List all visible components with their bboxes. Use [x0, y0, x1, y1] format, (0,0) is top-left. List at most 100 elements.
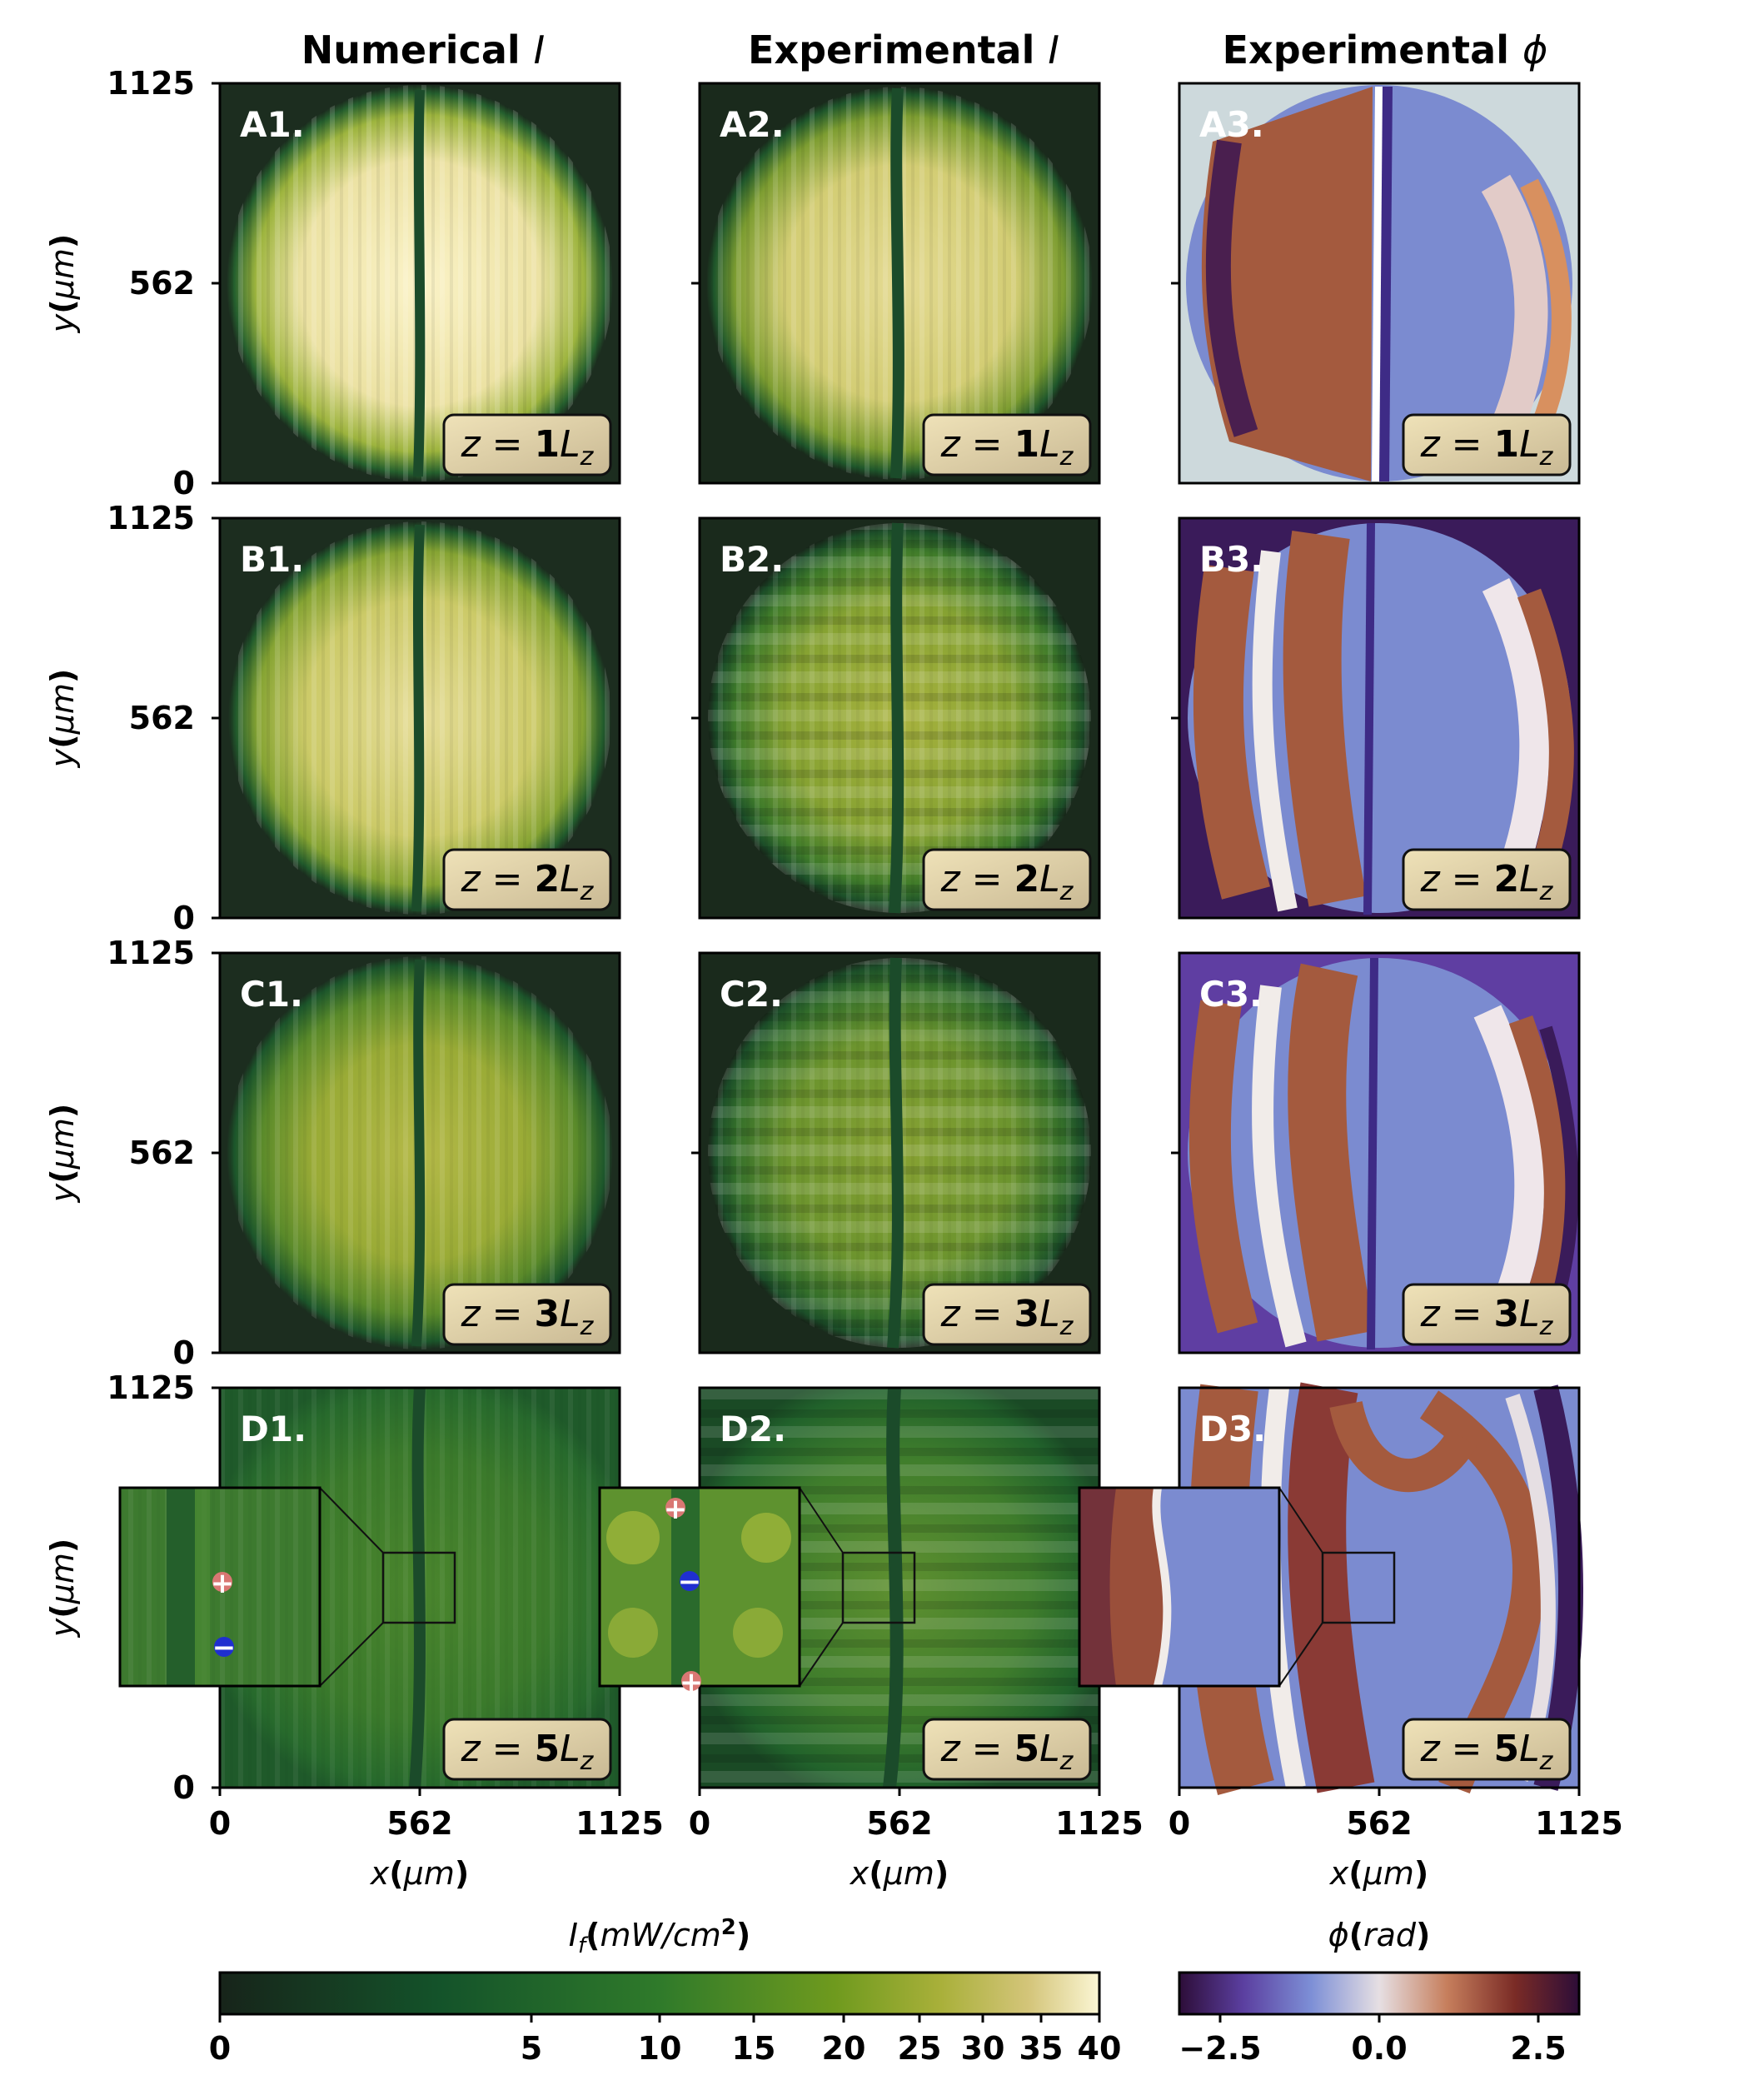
svg-text:z = 1Lz: z = 1Lz	[1420, 423, 1554, 471]
vortex-plus-marker: +	[664, 1493, 688, 1526]
z-label-d3: z = 5Lz	[1402, 1718, 1572, 1781]
svg-text:0: 0	[173, 1769, 195, 1806]
intensity-colorbar-gradient	[218, 1971, 1101, 2016]
svg-text:1125: 1125	[107, 500, 195, 536]
panel-label-b3: B3.	[1199, 539, 1263, 580]
column-title-experimental-phase: Experimental ϕ	[1223, 27, 1548, 72]
y-axes	[212, 82, 1179, 1789]
row-d	[218, 1382, 1583, 1796]
x-tick-labels: 0 562 1125 0 562 1125 0 562 1125	[209, 1805, 1623, 1842]
zoom-region-d2	[841, 1551, 916, 1624]
svg-text:20: 20	[822, 2030, 866, 2067]
z-label-c2: z = 3Lz	[922, 1283, 1092, 1346]
z-labels: z = 1Lz z = 1Lz z = 1Lz z = 2Lz z = 2Lz …	[442, 413, 1572, 1781]
panel-label-c2: C2.	[720, 974, 783, 1015]
x-axis-label: x(μm)	[370, 1855, 469, 1892]
svg-text:z = 2Lz: z = 2Lz	[1420, 858, 1554, 906]
x-axis-label: x(μm)	[850, 1855, 949, 1892]
column-titles: Numerical I Experimental I Experimental …	[301, 27, 1548, 72]
panel-label-c3: C3.	[1199, 974, 1263, 1015]
svg-text:z = 1Lz: z = 1Lz	[940, 423, 1074, 471]
svg-text:1125: 1125	[107, 1369, 195, 1406]
svg-text:+: +	[680, 1666, 704, 1699]
svg-text:0: 0	[1168, 1805, 1190, 1842]
z-label-b1: z = 2Lz	[442, 848, 612, 911]
z-label-b3: z = 2Lz	[1402, 848, 1572, 911]
svg-text:30: 30	[961, 2030, 1005, 2067]
y-axis-label: y(μm)	[44, 1104, 81, 1203]
y-axis-label: y(μm)	[44, 1539, 81, 1638]
svg-text:z = 5Lz: z = 5Lz	[940, 1728, 1074, 1776]
vortex-plus-marker: +	[680, 1666, 704, 1699]
panel-b1	[218, 516, 621, 920]
row-a	[218, 82, 1581, 485]
svg-text:1125: 1125	[1055, 1805, 1144, 1842]
svg-text:0: 0	[209, 2030, 231, 2067]
panel-label-b1: B1.	[240, 539, 304, 580]
x-axis-label: x(μm)	[1329, 1855, 1428, 1892]
panel-labels: A1. A2. A3. B1. B2. B3. C1. C2. C3. D1. …	[240, 104, 1266, 1449]
panel-b2	[698, 516, 1101, 920]
svg-text:−: −	[212, 1631, 237, 1664]
panel-label-d2: D2.	[720, 1409, 786, 1449]
y-axis-label: y(μm)	[44, 234, 81, 333]
svg-text:0: 0	[209, 1805, 231, 1842]
phase-colorbar: ϕ(rad) −2.5 0.0 2.5	[1178, 1917, 1581, 2067]
svg-text:2.5: 2.5	[1510, 2030, 1566, 2067]
vortex-plus-marker: +	[211, 1567, 235, 1600]
inset-d2: + − +	[598, 1486, 844, 1699]
svg-text:562: 562	[129, 700, 195, 736]
y-axis-label: y(μm)	[44, 669, 81, 768]
svg-text:z = 3Lz: z = 3Lz	[461, 1293, 595, 1341]
phase-colorbar-gradient	[1178, 1971, 1581, 2016]
svg-text:z = 1Lz: z = 1Lz	[461, 423, 595, 471]
svg-text:1125: 1125	[1535, 1805, 1623, 1842]
z-label-a1: z = 1Lz	[442, 413, 612, 476]
svg-text:562: 562	[386, 1805, 452, 1842]
z-label-a2: z = 1Lz	[922, 413, 1092, 476]
vortex-minus-marker: −	[212, 1631, 237, 1664]
svg-text:z = 3Lz: z = 3Lz	[940, 1293, 1074, 1341]
panel-a1	[218, 82, 621, 485]
svg-text:562: 562	[1346, 1805, 1412, 1842]
svg-text:15: 15	[732, 2030, 776, 2067]
panel-label-b2: B2.	[720, 539, 784, 580]
column-title-experimental-intensity: Experimental I	[748, 27, 1059, 72]
svg-text:z = 5Lz: z = 5Lz	[1420, 1728, 1554, 1776]
panel-label-a3: A3.	[1199, 104, 1264, 145]
y-axis-labels: y(μm) y(μm) y(μm) y(μm)	[44, 234, 81, 1638]
z-label-b2: z = 2Lz	[922, 848, 1092, 911]
inset-d1: + −	[118, 1486, 384, 1688]
svg-text:+: +	[211, 1567, 235, 1600]
panel-label-a2: A2.	[720, 104, 785, 145]
svg-text:+: +	[664, 1493, 688, 1526]
svg-text:0: 0	[689, 1805, 710, 1842]
panel-label-c1: C1.	[240, 974, 303, 1015]
z-label-c3: z = 3Lz	[1402, 1283, 1572, 1346]
svg-text:z = 5Lz: z = 5Lz	[461, 1728, 595, 1776]
inset-d3	[1078, 1486, 1323, 1688]
z-label-d2: z = 5Lz	[922, 1718, 1092, 1781]
svg-text:1125: 1125	[107, 935, 195, 971]
svg-text:z = 2Lz: z = 2Lz	[461, 858, 595, 906]
svg-text:0: 0	[173, 1334, 195, 1371]
panel-label-a1: A1.	[240, 104, 305, 145]
y-tick-labels: 1125 562 0 1125 562 0 1125 562 0 1125 0	[107, 65, 195, 1806]
svg-text:10: 10	[638, 2030, 682, 2067]
svg-text:−2.5: −2.5	[1178, 2030, 1261, 2067]
svg-text:40: 40	[1078, 2030, 1122, 2067]
z-label-c1: z = 3Lz	[442, 1283, 612, 1346]
svg-text:0: 0	[173, 465, 195, 501]
zoom-region-d1	[381, 1551, 456, 1624]
svg-text:562: 562	[129, 265, 195, 302]
svg-text:1125: 1125	[107, 65, 195, 102]
svg-text:562: 562	[129, 1135, 195, 1171]
row-b	[218, 516, 1581, 920]
phase-colorbar-label: ϕ(rad)	[1328, 1917, 1431, 1953]
svg-text:35: 35	[1019, 2030, 1064, 2067]
z-label-d1: z = 5Lz	[442, 1718, 612, 1781]
svg-text:25: 25	[898, 2030, 942, 2067]
vortex-minus-marker: −	[678, 1565, 702, 1599]
intensity-colorbar: If(mW/cm2) 0 5 10 15 20 25 30 35 40	[209, 1915, 1122, 2067]
